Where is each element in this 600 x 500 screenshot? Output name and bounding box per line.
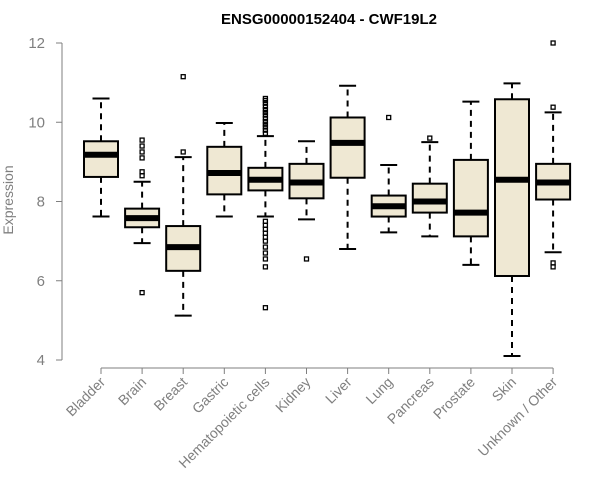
y-axis-label: Expression (0, 165, 16, 234)
outlier-point (262, 218, 269, 224)
x-tick-label: Prostate (430, 374, 478, 422)
box-pancreas (411, 135, 448, 238)
box-lung (370, 114, 407, 234)
box-brain (124, 137, 161, 296)
outlier-point (139, 149, 145, 155)
outlier-point (262, 127, 269, 133)
outlier-point (262, 109, 269, 115)
outlier-point (262, 305, 269, 311)
outlier-point (180, 74, 186, 80)
x-tick-label: Skin (489, 374, 520, 405)
outlier-point (262, 256, 269, 262)
outlier-point (262, 250, 269, 256)
outlier-point (262, 244, 269, 250)
iqr-box (494, 98, 530, 277)
outlier-point (262, 118, 269, 125)
box-skin (494, 82, 530, 358)
outlier-point (262, 130, 269, 136)
outlier-point (262, 103, 269, 110)
box-kidney (288, 140, 325, 262)
x-tick-label: Breast (150, 374, 190, 414)
box-unknown-other (535, 40, 572, 270)
outlier-point (139, 137, 145, 143)
y-tick-label: 10 (28, 114, 45, 131)
outlier-point (262, 264, 269, 270)
outlier-point (303, 256, 310, 262)
outlier-point (262, 115, 269, 121)
outlier-point (427, 135, 433, 141)
outlier-point (262, 121, 269, 127)
outlier-point (550, 40, 556, 46)
outlier-point (550, 104, 556, 110)
outlier-point (180, 149, 186, 155)
outlier-point (386, 114, 392, 121)
y-tick-label: 4 (37, 352, 45, 369)
y-tick-label: 6 (37, 273, 45, 290)
iqr-box (452, 158, 489, 238)
x-tick-label: Lung (362, 374, 395, 407)
box-breast (165, 74, 202, 317)
outlier-point (262, 106, 269, 113)
x-tick-label: Liver (322, 374, 355, 407)
iqr-box (83, 140, 119, 178)
y-tick-label: 8 (37, 194, 45, 211)
x-tick-label: Brain (115, 374, 149, 408)
outlier-point (139, 289, 145, 296)
iqr-box (329, 116, 366, 179)
iqr-box (411, 182, 448, 214)
outlier-point (262, 112, 269, 118)
outlier-point (262, 100, 269, 106)
chart-title: ENSG00000152404 - CWF19L2 (221, 11, 437, 28)
outlier-point (139, 155, 145, 161)
outlier-point (550, 260, 556, 266)
outlier-point (262, 95, 269, 102)
outlier-point (262, 124, 269, 130)
x-tick-label: Bladder (63, 374, 109, 420)
box-bladder (83, 97, 119, 218)
outlier-point (139, 143, 145, 149)
box-gastric (206, 122, 243, 218)
box-liver (329, 84, 366, 251)
y-tick-label: 12 (28, 35, 45, 52)
box-hematopoietic-cells (247, 95, 284, 311)
box-prostate (452, 100, 489, 266)
outlier-point (139, 169, 145, 175)
x-tick-label: Kidney (272, 374, 314, 416)
